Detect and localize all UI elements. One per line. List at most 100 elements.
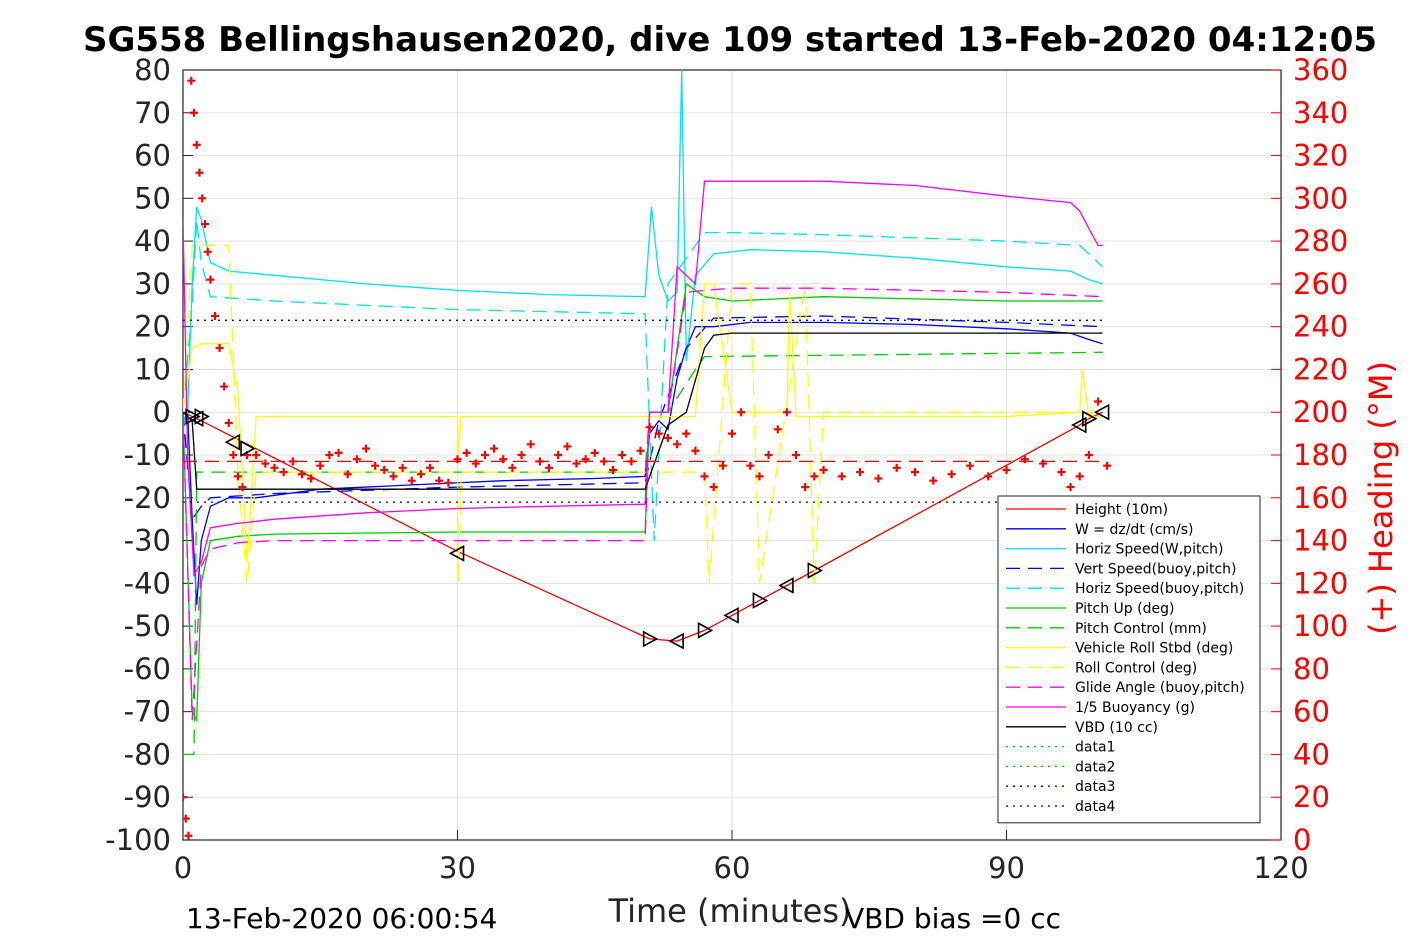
heading-point xyxy=(792,451,800,459)
y-axis-right: 3603403203002802602402202001801601401201… xyxy=(1271,53,1348,857)
heading-point xyxy=(801,483,809,491)
y-tick-label: -60 xyxy=(124,652,171,686)
heading-point xyxy=(380,466,388,474)
heading-point xyxy=(929,477,937,485)
heading-point xyxy=(1057,468,1065,476)
legend-entry: Pitch Control (mm) xyxy=(1075,621,1207,637)
y-axis-left: 80 70 60 50 40 30 20 10 0 -10 -20 -30 -40 -50 -60 -70 -8… xyxy=(105,53,193,857)
y2-tick-label: 180 xyxy=(1293,438,1348,472)
heading-point xyxy=(204,248,212,256)
heading-point xyxy=(874,475,882,483)
heading-point xyxy=(362,445,370,453)
heading-point xyxy=(211,312,219,320)
heading-point xyxy=(746,462,754,470)
heading-point xyxy=(499,455,507,463)
y-tick-label: 40 xyxy=(134,224,171,258)
y2-tick-label: 200 xyxy=(1293,395,1348,429)
y-tick-label: 80 xyxy=(134,53,171,87)
heading-point xyxy=(783,408,791,416)
heading-point xyxy=(838,472,846,480)
legend-entry: data2 xyxy=(1075,759,1115,775)
legend-entry: VBD (10 cc) xyxy=(1075,720,1158,736)
y-tick-label: -50 xyxy=(124,609,171,643)
heading-point xyxy=(1085,451,1093,459)
heading-point xyxy=(737,408,745,416)
heading-point xyxy=(664,434,672,442)
heading-point xyxy=(198,194,206,202)
chart-title: SG558 Bellingshausen2020, dive 109 start… xyxy=(83,20,1377,60)
y-tick-label: -90 xyxy=(124,780,171,814)
heading-point xyxy=(454,455,462,463)
heading-point xyxy=(545,464,553,472)
y2-tick-label: 140 xyxy=(1293,524,1348,558)
heading-point xyxy=(701,472,709,480)
heading-point xyxy=(184,832,192,840)
x-tick-label: 90 xyxy=(988,851,1025,885)
legend-entry: Pitch Up (deg) xyxy=(1075,601,1174,617)
y2-tick-label: 160 xyxy=(1293,481,1348,515)
y2-tick-label: 260 xyxy=(1293,267,1348,301)
heading-point xyxy=(481,451,489,459)
y2-tick-label: 280 xyxy=(1293,224,1348,258)
heading-point xyxy=(371,462,379,470)
x-tick-label: 60 xyxy=(714,851,751,885)
heading-point xyxy=(193,141,201,149)
heading-point xyxy=(554,451,562,459)
heading-point xyxy=(463,449,471,457)
y2-tick-label: 300 xyxy=(1293,181,1348,215)
y2-tick-label: 220 xyxy=(1293,352,1348,386)
heading-point xyxy=(220,383,228,391)
y-tick-label: -30 xyxy=(124,524,171,558)
legend-entry: Height (10m) xyxy=(1075,502,1168,518)
heading-point xyxy=(1103,462,1111,470)
y-tick-label: -100 xyxy=(105,823,171,857)
heading-point xyxy=(229,451,237,459)
legend-entry: data4 xyxy=(1075,799,1116,815)
y2-tick-label: 340 xyxy=(1293,96,1348,130)
legend-entry: data1 xyxy=(1075,740,1115,756)
y-tick-label: 60 xyxy=(134,139,171,173)
y2-tick-label: 60 xyxy=(1293,695,1330,729)
y2-tick-label: 320 xyxy=(1293,139,1348,173)
heading-point xyxy=(627,457,635,465)
heading-point xyxy=(774,425,782,433)
heading-point xyxy=(637,447,645,455)
y-tick-label: 30 xyxy=(134,267,171,301)
heading-point xyxy=(728,430,736,438)
x-axis: 0 30 60 90 120 xyxy=(174,830,1309,885)
footer-vbd-bias: VBD bias =0 cc xyxy=(845,902,1061,935)
legend-entry: Horiz Speed(W,pitch) xyxy=(1075,542,1223,558)
heading-point xyxy=(225,419,233,427)
y-tick-label: 50 xyxy=(134,181,171,215)
heading-point xyxy=(966,462,974,470)
y-tick-label: -40 xyxy=(124,566,171,600)
legend-entry: W = dz/dt (cm/s) xyxy=(1075,522,1194,538)
y-tick-label: 0 xyxy=(153,395,171,429)
y2-tick-label: 240 xyxy=(1293,310,1348,344)
series-line-0 xyxy=(183,412,1103,641)
heading-point xyxy=(1067,483,1075,491)
heading-point xyxy=(911,468,919,476)
heading-point xyxy=(691,447,699,455)
heading-point xyxy=(271,464,279,472)
heading-point xyxy=(206,276,214,284)
y2-tick-label: 360 xyxy=(1293,53,1348,87)
heading-point xyxy=(335,449,343,457)
x-tick-label: 30 xyxy=(439,851,476,885)
legend: Height (10m) W = dz/dt (cm/s) Horiz Speed(… xyxy=(998,496,1260,823)
x-axis-label: Time (minutes) xyxy=(608,892,852,930)
legend-entry: 1/5 Buoyancy (g) xyxy=(1075,700,1195,716)
series-line-10 xyxy=(183,181,1103,575)
heading-point xyxy=(426,464,434,472)
heading-point xyxy=(195,169,203,177)
heading-point xyxy=(216,344,224,352)
heading-point xyxy=(490,445,498,453)
legend-entry: Vert Speed(buoy,pitch) xyxy=(1075,561,1237,577)
heading-point xyxy=(325,451,333,459)
legend-entry: Horiz Speed(buoy,pitch) xyxy=(1075,581,1244,597)
y2-tick-label: 0 xyxy=(1293,823,1311,857)
heading-point xyxy=(316,462,324,470)
footer-timestamp: 13-Feb-2020 06:00:54 xyxy=(186,902,497,935)
y2-tick-label: 40 xyxy=(1293,737,1330,771)
heading-point xyxy=(673,440,681,448)
